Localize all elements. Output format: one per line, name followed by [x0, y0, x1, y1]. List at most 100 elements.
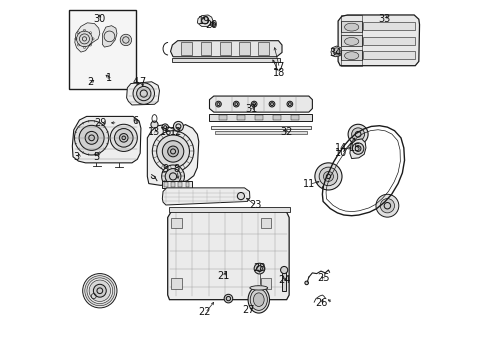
Circle shape: [268, 101, 274, 107]
Circle shape: [167, 146, 178, 157]
Polygon shape: [337, 15, 419, 66]
Text: 23: 23: [248, 200, 261, 210]
Text: 22: 22: [198, 307, 210, 317]
Bar: [171, 278, 182, 289]
Circle shape: [254, 263, 264, 274]
Text: 5: 5: [93, 152, 99, 162]
Circle shape: [215, 101, 221, 107]
Circle shape: [224, 294, 232, 303]
Bar: [258, 42, 268, 55]
Circle shape: [77, 31, 92, 47]
Bar: [69, 10, 135, 89]
Bar: [340, 21, 362, 32]
Circle shape: [347, 124, 367, 144]
Circle shape: [286, 101, 292, 107]
Circle shape: [114, 129, 133, 147]
Bar: [363, 51, 414, 59]
Polygon shape: [197, 15, 213, 26]
Bar: [168, 207, 289, 212]
Text: 4: 4: [132, 77, 138, 87]
Ellipse shape: [344, 37, 358, 45]
Circle shape: [165, 168, 181, 184]
Text: 18: 18: [272, 68, 285, 78]
Circle shape: [79, 125, 104, 150]
Circle shape: [133, 83, 154, 104]
Bar: [290, 115, 298, 120]
Circle shape: [304, 281, 308, 285]
Ellipse shape: [344, 52, 358, 60]
Text: 28: 28: [253, 262, 265, 273]
Bar: [219, 115, 227, 120]
Text: 26: 26: [315, 298, 327, 308]
Bar: [239, 42, 249, 55]
Circle shape: [201, 17, 208, 24]
Text: 7: 7: [139, 77, 145, 87]
Polygon shape: [167, 208, 288, 300]
Bar: [164, 182, 167, 187]
Bar: [172, 58, 280, 62]
Ellipse shape: [250, 289, 267, 310]
Circle shape: [102, 117, 114, 129]
Text: 8: 8: [173, 164, 179, 174]
Bar: [185, 182, 189, 187]
Text: 19: 19: [198, 16, 210, 26]
Circle shape: [251, 101, 257, 107]
Text: 31: 31: [245, 104, 257, 113]
Polygon shape: [126, 82, 159, 105]
Ellipse shape: [344, 23, 358, 31]
Bar: [209, 114, 312, 121]
Polygon shape: [72, 116, 141, 163]
Circle shape: [162, 124, 168, 130]
Ellipse shape: [249, 286, 267, 290]
Circle shape: [351, 128, 364, 141]
Circle shape: [319, 167, 337, 186]
Text: 25: 25: [316, 273, 328, 283]
Circle shape: [119, 134, 128, 142]
Text: 24: 24: [278, 275, 290, 285]
Bar: [162, 181, 192, 188]
Text: 17: 17: [272, 63, 285, 72]
Text: 34: 34: [329, 48, 341, 58]
Text: 29: 29: [95, 118, 107, 128]
Circle shape: [110, 124, 137, 152]
Circle shape: [136, 86, 151, 101]
Circle shape: [120, 34, 131, 46]
Circle shape: [162, 165, 184, 188]
Bar: [181, 42, 192, 55]
Circle shape: [280, 266, 287, 274]
Bar: [260, 278, 271, 289]
Text: 15: 15: [348, 143, 361, 153]
Text: 12: 12: [170, 127, 183, 137]
Circle shape: [93, 284, 106, 297]
Circle shape: [82, 274, 117, 308]
Circle shape: [87, 278, 112, 303]
Bar: [340, 35, 362, 46]
Text: 20: 20: [205, 19, 217, 30]
Circle shape: [380, 199, 394, 213]
Circle shape: [233, 101, 239, 107]
Circle shape: [162, 141, 183, 162]
Circle shape: [74, 121, 108, 155]
Ellipse shape: [253, 293, 264, 306]
Polygon shape: [75, 23, 100, 52]
Text: 13: 13: [148, 127, 160, 137]
Circle shape: [89, 280, 110, 301]
Bar: [178, 182, 182, 187]
Circle shape: [323, 171, 333, 181]
Circle shape: [314, 163, 341, 190]
Bar: [363, 37, 414, 45]
Text: 16: 16: [160, 127, 172, 137]
Circle shape: [332, 48, 340, 55]
Bar: [211, 126, 310, 129]
Bar: [340, 15, 362, 66]
Circle shape: [375, 194, 398, 217]
Bar: [200, 42, 211, 55]
Bar: [255, 115, 263, 120]
Polygon shape: [147, 125, 198, 185]
Text: 27: 27: [242, 305, 254, 315]
Text: 9: 9: [162, 164, 168, 174]
Circle shape: [151, 121, 158, 128]
Polygon shape: [170, 41, 282, 57]
Text: 3: 3: [73, 152, 80, 162]
Text: 2: 2: [87, 77, 93, 87]
